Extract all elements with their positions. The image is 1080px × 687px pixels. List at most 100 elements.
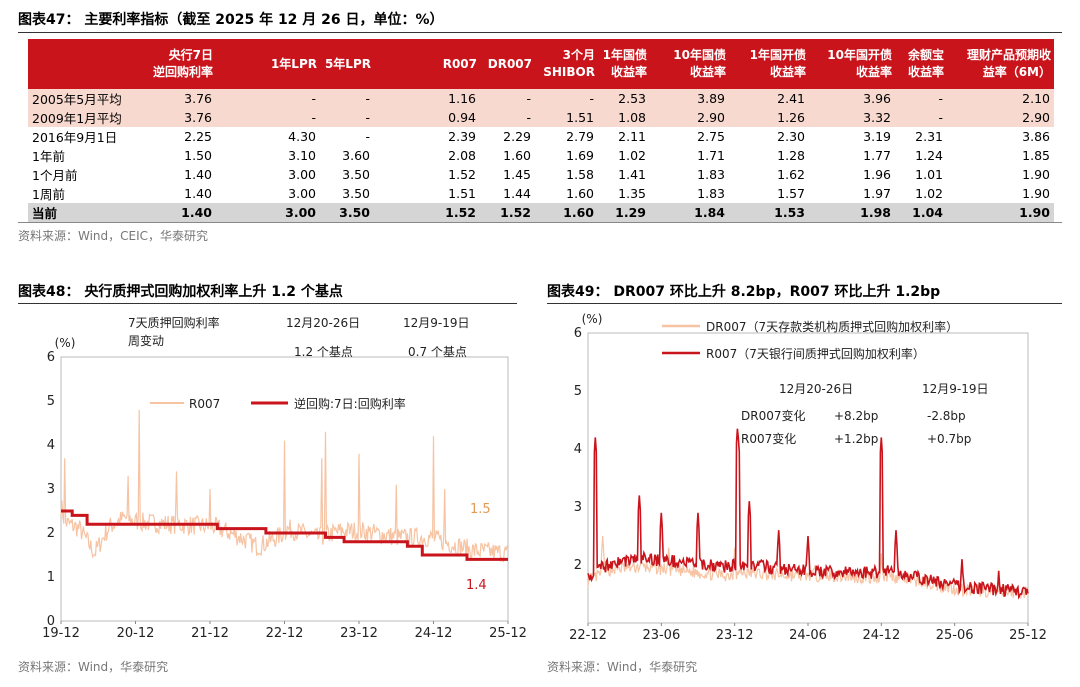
table-cell: 3.76	[128, 89, 216, 108]
row-label: 2009年1月平均	[28, 108, 128, 127]
table-row: 当前 1.40 3.00 3.50 1.52 1.52 1.60 1.29 1.84 1.53 1.…	[28, 203, 1054, 222]
column-header: 1年LPR	[216, 39, 320, 89]
annotation-period: 12月9-19日	[922, 382, 989, 396]
column-header: 10年国债 收益率	[650, 39, 729, 89]
y-tick-label: 5	[47, 394, 55, 409]
table-cell: 2.39	[448, 129, 476, 144]
column-header: 3个月 SHIBOR	[535, 39, 598, 89]
table-cell: 2.79	[566, 129, 594, 144]
x-tick-label: 22-12	[569, 628, 607, 643]
table-cell: -	[480, 108, 535, 127]
y-tick-label: 2	[47, 526, 55, 541]
table-cell: 3.19	[863, 129, 891, 144]
annotation-value: +1.2bp	[834, 432, 878, 446]
row-label: 1周前	[32, 187, 65, 202]
table-cell: 1.84	[650, 203, 729, 222]
table-cell: 3.86	[1022, 129, 1050, 144]
x-tick-label: 23-06	[642, 628, 680, 643]
table-cell: 1.29	[598, 203, 650, 222]
table-cell: 1.28	[777, 148, 805, 163]
column-header: 余额宝 收益率	[895, 39, 947, 89]
table-cell: -	[320, 89, 374, 108]
table-cell: 1.02	[915, 186, 943, 201]
table-cell: 1.24	[915, 148, 943, 163]
series-line-1	[587, 428, 1029, 600]
table-cell: 1.52	[480, 203, 535, 222]
table-cell: 1.16	[374, 89, 480, 108]
table-cell: 2.41	[729, 89, 809, 108]
table-cell: 1.40	[128, 203, 216, 222]
series-end-label: 1.5	[470, 502, 491, 517]
series-line-1	[61, 509, 508, 561]
table-row: 2005年5月平均 3.76- -1.16- -2.53 3.89 2.41 3.96-2.…	[28, 89, 1054, 108]
table-cell: 3.50	[320, 203, 374, 222]
annotation-value: 0.7 个基点	[408, 345, 467, 359]
table-cell: 3.96	[809, 89, 895, 108]
table-cell: 1.51	[448, 186, 476, 201]
table-cell: 1.45	[503, 167, 531, 182]
table-cell: 1.53	[729, 203, 809, 222]
table-cell: 1.52	[374, 203, 480, 222]
row-label: 2016年9月1日	[32, 130, 118, 145]
y-tick-label: 4	[574, 442, 582, 457]
table-cell: 3.32	[809, 108, 895, 127]
fig48-source: 资料来源：Wind，华泰研究	[18, 660, 169, 674]
annotation-period: 12月20-26日	[779, 382, 853, 396]
table-cell: 1.90	[947, 203, 1054, 222]
plot-area	[60, 356, 509, 622]
table-row: 2009年1月平均 3.76- -0.94-1.51 1.08 2.90 1.26 3.32…	[28, 108, 1054, 127]
fig48-title-rule	[18, 303, 517, 304]
table-cell: 1.50	[184, 148, 212, 163]
row-label: 1年前	[32, 149, 65, 164]
fig49-title-rule	[547, 303, 1062, 304]
annotation-value: +8.2bp	[834, 409, 878, 423]
series-line-0	[60, 409, 509, 563]
table-cell: 1.40	[184, 186, 212, 201]
table-cell: 1.52	[448, 167, 476, 182]
x-tick-label: 25-12	[1009, 628, 1047, 643]
table-cell: 2.31	[915, 129, 943, 144]
column-header: 5年LPR	[320, 39, 374, 89]
table-cell: -	[535, 89, 598, 108]
table-cell: 1.98	[809, 203, 895, 222]
table-cell: 2.25	[184, 129, 212, 144]
y-tick-label: 0	[47, 614, 55, 629]
column-header: 理财产品预期收 益率（6M）	[947, 39, 1054, 89]
legend-label-reverse-repo: 逆回购:7日:回购利率	[294, 396, 406, 411]
table-cell: 1.02	[618, 148, 646, 163]
table-header-row: 央行7日 逆回购利率 1年LPR 5年LPR R007 DR007 3个月 SH…	[28, 39, 1054, 89]
table-cell: 3.50	[342, 167, 370, 182]
table-cell: 1.41	[618, 167, 646, 182]
fig49-source: 资料来源：Wind，华泰研究	[547, 660, 698, 674]
table-row: 1个月前 1.40 3.00 3.50 1.52 1.45 1.58 1.41 1.83 1.62…	[28, 165, 1054, 184]
table-cell: 1.26	[729, 108, 809, 127]
column-header: 10年国开债 收益率	[809, 39, 895, 89]
x-tick-label: 21-12	[191, 626, 229, 641]
table-bottom-rule	[18, 222, 1062, 223]
table-cell: 1.69	[566, 148, 594, 163]
table-cell: 3.00	[288, 186, 316, 201]
table-cell: -	[320, 108, 374, 127]
x-tick-label: 23-12	[340, 626, 378, 641]
table-cell: 1.44	[503, 186, 531, 201]
table-cell: 1.35	[618, 186, 646, 201]
table-row: 2016年9月1日 2.25 4.30 - 2.39 2.29 2.79 2.11 2.75 2.…	[28, 127, 1054, 146]
table-cell: -	[216, 108, 320, 127]
series-end-label: 1.4	[466, 578, 487, 593]
y-tick-label: 2	[574, 558, 582, 573]
annotation-value: +0.7bp	[927, 432, 971, 446]
annotation-period: 12月9-19日	[403, 316, 470, 330]
x-tick-label: 19-12	[42, 626, 80, 641]
column-header: 1年国开债 收益率	[729, 39, 809, 89]
table-cell: -	[895, 108, 947, 127]
table-cell: 1.83	[697, 167, 725, 182]
y-tick-label: 4	[47, 438, 55, 453]
table-cell: 1.57	[777, 186, 805, 201]
table-cell: 2.10	[947, 89, 1054, 108]
table-cell: 1.58	[566, 167, 594, 182]
table-row: 1周前 1.40 3.00 3.50 1.51 1.44 1.60 1.35 1.83 1.57 1…	[28, 184, 1054, 203]
table-cell: 1.96	[863, 167, 891, 182]
annotation-label: 7天质押回购利率	[128, 315, 220, 330]
table-cell: 2.90	[947, 108, 1054, 127]
row-label: 1个月前	[32, 168, 78, 183]
